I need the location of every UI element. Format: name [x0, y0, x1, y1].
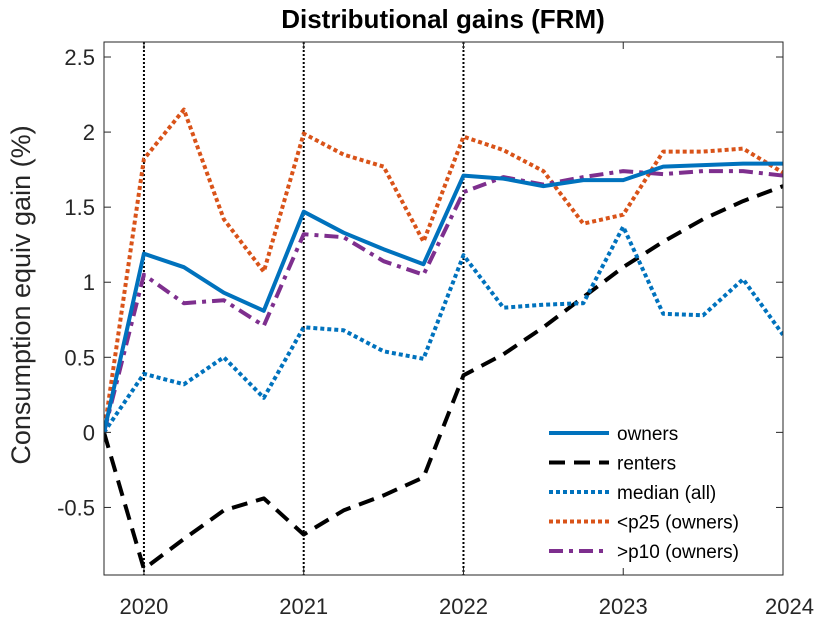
series-line-median-all: [104, 224, 783, 434]
legend-label: renters: [617, 454, 676, 475]
x-tick-label: 2023: [599, 594, 648, 619]
legend-label: <p25 (owners): [617, 513, 739, 534]
series-line-p25-owners: [104, 107, 783, 433]
x-tick-label: 2022: [439, 594, 488, 619]
y-tick-label: 0.5: [64, 345, 95, 370]
legend-label: >p10 (owners): [617, 542, 739, 563]
axes-box: [103, 41, 784, 576]
axes: -0.5 0 0.5 1 1.5 2 2.5 2020 2021 2022 2023 2024: [57, 41, 814, 619]
legend-label: owners: [617, 424, 678, 445]
x-tick-label: 2021: [279, 594, 328, 619]
x-tick-label: 2020: [119, 594, 168, 619]
y-tick-label: 2: [83, 120, 95, 145]
event-lines: [142, 42, 465, 575]
y-tick-label: 0: [83, 420, 95, 445]
y-tick-label: 2.5: [64, 45, 95, 70]
legend: owners renters median (all) <p25 (owners) >p…: [549, 424, 739, 563]
series-line-p10-owners: [104, 169, 783, 433]
legend-label: median (all): [617, 483, 716, 504]
y-axis-label: Consumption equiv gain (%): [6, 125, 36, 464]
y-tick-label: 1.5: [64, 195, 95, 220]
y-tick-label: -0.5: [57, 495, 95, 520]
series-layer: [104, 107, 783, 571]
x-tick-label: 2024: [765, 594, 814, 619]
series-line-renters: [104, 184, 783, 571]
chart-title: Distributional gains (FRM): [281, 4, 605, 34]
series-line-owners: [104, 161, 783, 433]
y-tick-label: 1: [83, 270, 95, 295]
